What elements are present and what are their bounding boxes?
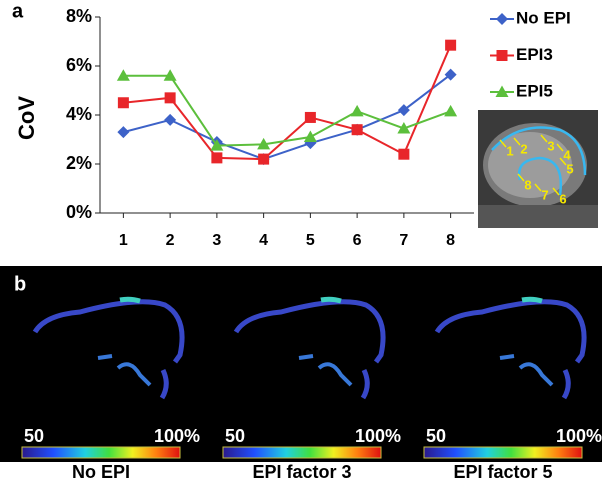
inset-label: 5	[566, 161, 573, 176]
inset-arrow	[499, 139, 507, 148]
y-tick-label: 8%	[66, 6, 92, 26]
data-point	[211, 152, 223, 164]
inset-arrow	[540, 134, 548, 143]
brain-contour-hot	[320, 296, 342, 304]
data-point	[351, 124, 363, 136]
ventricle-contour	[97, 354, 152, 387]
stem-contour	[360, 368, 370, 400]
data-point	[258, 153, 270, 165]
data-point	[210, 139, 224, 151]
inset-label: 1	[506, 143, 513, 158]
ventricle-contour	[499, 354, 554, 387]
data-point	[117, 97, 129, 109]
y-tick-label: 6%	[66, 55, 92, 75]
colorbar-min: 50	[426, 426, 446, 446]
colorbar	[222, 446, 382, 459]
x-tick-label: 4	[259, 232, 268, 249]
inset-label: 4	[563, 147, 571, 162]
inset-arrow	[534, 183, 542, 192]
legend-label: EPI5	[516, 81, 553, 100]
data-point	[444, 104, 458, 117]
legend-marker	[496, 50, 508, 61]
colorbar-max: 100%	[556, 426, 602, 446]
x-tick-label: 2	[166, 232, 175, 249]
colorbar-min: 50	[24, 426, 44, 446]
y-axis-label: CoV	[14, 96, 39, 140]
panel-label: b	[14, 273, 26, 295]
legend-label: EPI3	[516, 45, 553, 64]
stem-contour	[159, 368, 169, 400]
inset-arrow	[552, 187, 560, 196]
stem-contour	[561, 368, 571, 400]
mri-inset	[478, 110, 598, 228]
data-point	[445, 39, 457, 51]
data-point	[257, 137, 271, 150]
x-tick-label: 1	[119, 232, 128, 249]
inset-arrow	[556, 143, 564, 152]
colorbar-max: 100%	[154, 426, 200, 446]
x-tick-label: 6	[353, 232, 362, 249]
colorbar	[423, 446, 583, 459]
data-point	[350, 104, 364, 117]
series-line	[123, 73, 452, 161]
x-tick-label: 7	[399, 232, 408, 249]
colorbar-min: 50	[225, 426, 245, 446]
data-point	[304, 111, 316, 123]
data-point	[163, 69, 177, 81]
inset-label: 7	[541, 187, 548, 202]
x-tick-label: 8	[446, 232, 455, 249]
map-background	[0, 266, 602, 462]
ventricle-contour	[298, 354, 353, 387]
data-point	[398, 148, 410, 160]
legend-marker	[496, 13, 508, 25]
x-tick-label: 3	[212, 232, 221, 249]
data-point	[116, 69, 130, 81]
series-line	[123, 44, 452, 161]
brain-contour-hot	[119, 296, 141, 304]
inset-arrow	[517, 173, 525, 182]
legend-label: No EPI	[516, 8, 571, 27]
data-point	[164, 113, 177, 126]
data-point	[397, 104, 410, 117]
y-tick-label: 4%	[66, 104, 92, 124]
series-line	[123, 74, 451, 147]
data-point	[397, 121, 411, 134]
map-caption: EPI factor 5	[453, 462, 552, 482]
y-tick-label: 2%	[66, 153, 92, 173]
data-point	[303, 130, 317, 143]
data-point	[117, 126, 130, 139]
colorbar-max: 100%	[355, 426, 401, 446]
map-caption: No EPI	[72, 462, 130, 482]
data-point	[164, 92, 176, 104]
inset-label: 3	[547, 138, 554, 153]
brain-contour-hot	[521, 296, 543, 304]
colorbar	[21, 446, 181, 459]
inset-label: 8	[524, 177, 531, 192]
map-caption: EPI factor 3	[252, 462, 351, 482]
panel-label: a	[12, 0, 24, 22]
inset-arrow	[513, 137, 521, 146]
inset-label: 2	[520, 141, 527, 156]
y-tick-label: 0%	[66, 202, 92, 222]
inset-label: 6	[559, 191, 566, 206]
data-point	[444, 68, 457, 81]
inset-arrow	[559, 157, 567, 166]
x-tick-label: 5	[306, 232, 315, 249]
legend-marker	[495, 85, 509, 97]
